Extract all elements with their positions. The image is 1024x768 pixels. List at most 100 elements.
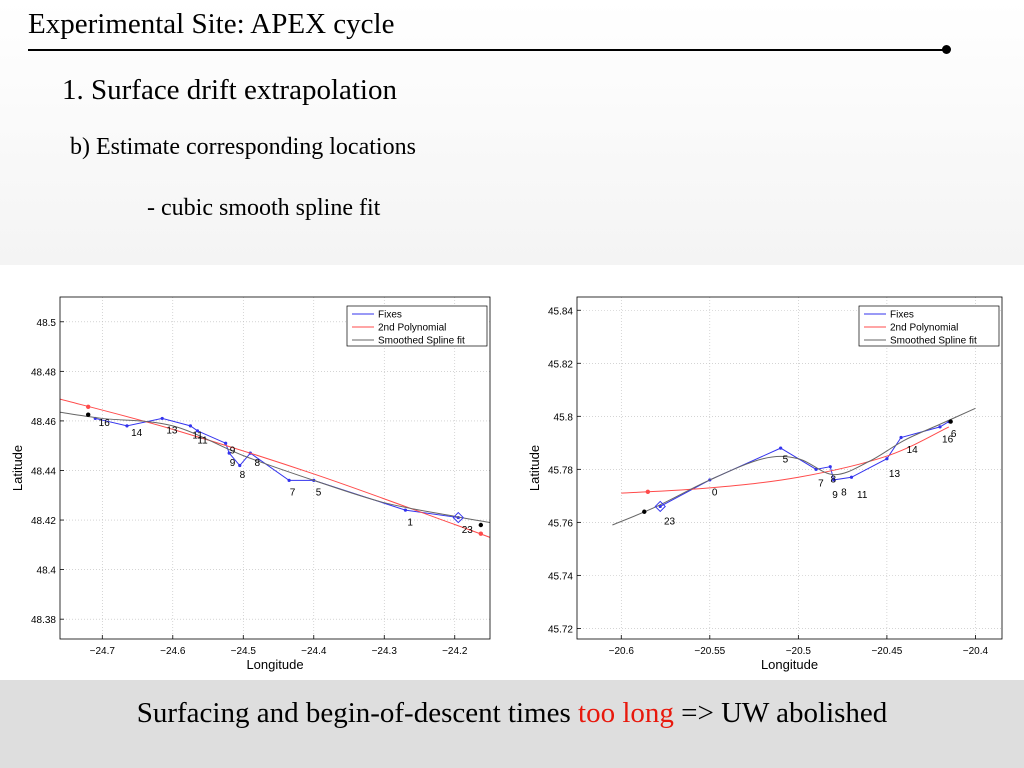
right-ytick-label: 45.8 xyxy=(554,412,574,423)
right-xtick-label: −20.45 xyxy=(871,646,902,657)
right-series-group xyxy=(612,407,976,526)
title-rule-dot xyxy=(942,45,951,54)
left-fix-point xyxy=(125,424,129,428)
right-point-label: 11 xyxy=(857,490,868,501)
left-point-label: 1 xyxy=(407,517,413,528)
left-point-label: 8 xyxy=(254,458,260,469)
right-point-label: 7 xyxy=(818,478,824,489)
left-xtick-label: −24.5 xyxy=(231,646,257,657)
right-point-label: 23 xyxy=(664,517,676,528)
left-ytick-label: 48.42 xyxy=(31,516,56,527)
left-point-label: 5 xyxy=(316,488,322,499)
right-xlabel: Longitude xyxy=(761,657,818,672)
right-legend-label: Smoothed Spline fit xyxy=(890,336,977,347)
right-fix-point xyxy=(849,475,854,479)
right-point-label: 0 xyxy=(712,488,718,499)
left-frame xyxy=(59,296,491,640)
right-xtick-label: −20.5 xyxy=(786,646,812,657)
right-xtick-label: −20.55 xyxy=(694,646,725,657)
header-band xyxy=(0,0,1024,265)
left-fix-point xyxy=(403,508,408,512)
left-point-label: 9 xyxy=(230,458,236,469)
left-point-label: 11 xyxy=(197,436,208,447)
right-point-label: 6 xyxy=(951,429,957,440)
right-plot-area xyxy=(577,297,1002,639)
left-point-label: 13 xyxy=(166,426,178,437)
left-xtick-label: −24.3 xyxy=(372,646,398,657)
left-endpoint-marker xyxy=(478,531,484,536)
left-point-label: 7 xyxy=(290,488,296,499)
left-point-label: 9 xyxy=(230,445,236,456)
method-text: - cubic smooth spline fit xyxy=(147,195,381,221)
left-fix-point xyxy=(160,416,164,421)
right-point-label: 5 xyxy=(783,454,789,465)
right-fix-point xyxy=(832,478,836,482)
left-endpoint-marker xyxy=(85,412,91,417)
right-frame xyxy=(576,296,1003,640)
left-point-label: 11 xyxy=(192,431,203,442)
conclusion-after: => UW abolished xyxy=(673,697,888,729)
right-ylabel: Latitude xyxy=(527,445,542,491)
left-point-label: 8 xyxy=(240,470,246,481)
left-ytick-label: 48.38 xyxy=(31,615,56,626)
conclusion-before: Surfacing and begin-of-descent times xyxy=(136,697,579,729)
left-point-label: 16 xyxy=(99,418,111,429)
left-plot-area xyxy=(60,297,490,639)
left-xlabel: Longitude xyxy=(246,657,303,672)
left-fix-point xyxy=(224,441,228,445)
left-endpoint-marker xyxy=(85,404,91,409)
left-fix-point xyxy=(287,478,291,482)
left-xtick-label: −24.4 xyxy=(301,646,327,657)
left-fix-point xyxy=(227,451,231,455)
section-heading: 1. Surface drift extrapolation xyxy=(62,74,397,106)
right-diamond-marker xyxy=(654,500,666,513)
title-rule xyxy=(28,49,946,51)
left-legend-label: 2nd Polynomial xyxy=(378,323,446,334)
right-endpoint-marker xyxy=(645,489,651,495)
left-ytick-label: 48.4 xyxy=(37,566,57,577)
left-legend-label: Smoothed Spline fit xyxy=(378,336,465,347)
left-fix-point xyxy=(188,424,193,428)
left-ytick-label: 48.44 xyxy=(31,466,56,477)
right-point-label: 9 xyxy=(832,490,838,501)
conclusion-text: Surfacing and begin-of-descent times too… xyxy=(0,697,1024,730)
left-spline-line xyxy=(60,411,490,524)
right-point-label: 8 xyxy=(841,488,847,499)
left-xtick-label: −24.6 xyxy=(160,646,186,657)
chart-right: −20.6 −20.55 −20.5 −20.45 −20.4 45.72 45.74 45.… xyxy=(527,296,1003,672)
slide-title: Experimental Site: APEX cycle xyxy=(28,8,395,40)
conclusion-band xyxy=(0,680,1024,768)
left-legend-label: Fixes xyxy=(378,310,402,321)
right-endpoint-marker xyxy=(948,419,953,424)
right-ytick-label: 45.72 xyxy=(548,624,573,635)
right-legend-label: 2nd Polynomial xyxy=(890,323,958,334)
left-diamond-marker xyxy=(452,511,464,524)
right-ytick-label: 45.84 xyxy=(548,306,573,317)
right-point-label: 8 xyxy=(830,474,836,485)
left-point-label: 14 xyxy=(131,428,143,439)
left-ytick-label: 48.48 xyxy=(31,367,56,378)
right-spline-line xyxy=(612,407,976,526)
subsection-heading: b) Estimate corresponding locations xyxy=(70,134,416,160)
right-fix-point xyxy=(885,457,889,461)
left-point-label: 23 xyxy=(462,525,474,536)
right-legend xyxy=(858,305,1000,347)
left-ytick-label: 48.46 xyxy=(31,417,56,428)
left-xtick-label: −24.2 xyxy=(442,646,468,657)
left-xtick-label: −24.7 xyxy=(90,646,116,657)
right-point-label: 13 xyxy=(889,469,901,480)
left-polynomial-line xyxy=(60,398,490,538)
right-endpoint-marker xyxy=(642,509,647,514)
right-legend-label: Fixes xyxy=(890,310,914,321)
right-fix-point xyxy=(938,425,942,429)
left-series-group xyxy=(60,398,490,538)
chart-left: −24.7 −24.6 −24.5 −24.4 −24.3 −24.248.3848.44… xyxy=(10,296,491,672)
conclusion-highlight: too long xyxy=(578,697,674,729)
left-ytick-label: 48.5 xyxy=(37,318,57,329)
left-ylabel: Latitude xyxy=(10,445,25,491)
right-point-label: 16 xyxy=(942,435,954,446)
right-ytick-label: 45.74 xyxy=(548,571,573,582)
right-fix-point xyxy=(779,446,783,450)
left-fix-point xyxy=(238,463,242,468)
right-fix-point xyxy=(828,465,832,469)
